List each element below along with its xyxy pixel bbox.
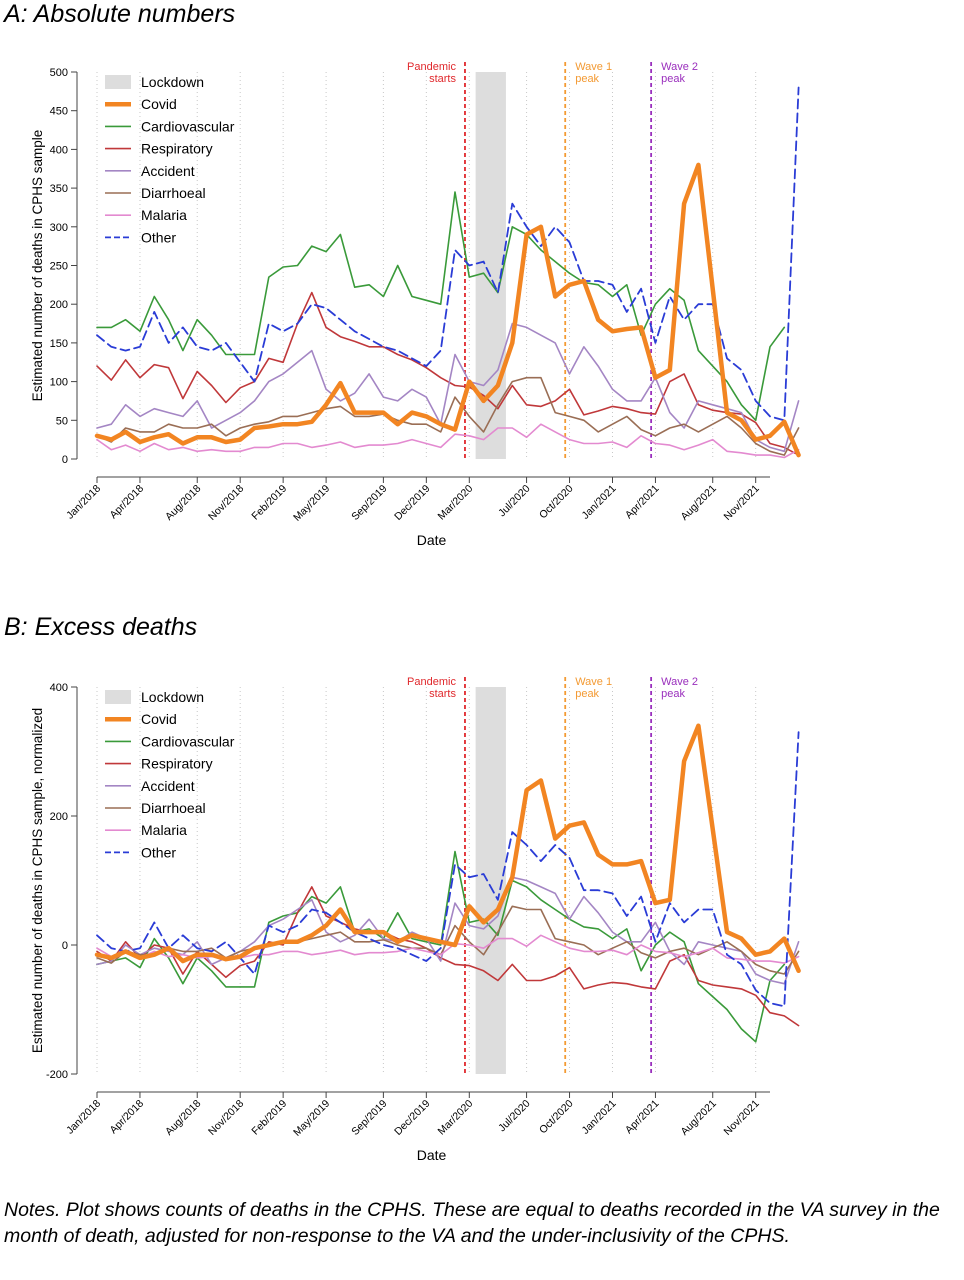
y-tick-label: 200 bbox=[50, 811, 68, 823]
x-tick-label: May/2019 bbox=[291, 1098, 332, 1139]
event-label: Pandemic bbox=[407, 61, 456, 73]
x-tick-label: Oct/2020 bbox=[537, 483, 576, 522]
x-tick-label: May/2019 bbox=[291, 483, 332, 524]
event-label: Wave 2 bbox=[661, 676, 698, 688]
series-line-cardiovascular bbox=[96, 191, 786, 422]
y-tick-label: 400 bbox=[50, 682, 68, 694]
panel-b-title: B: Excess deaths bbox=[4, 613, 198, 641]
x-axis-title: Date bbox=[417, 532, 447, 548]
x-tick-label: Feb/2019 bbox=[249, 483, 289, 523]
legend-label: Diarrhoeal bbox=[141, 185, 206, 201]
legend-label: Cardiovascular bbox=[141, 733, 235, 749]
event-label: Wave 2 bbox=[661, 61, 698, 73]
x-tick-label: Dec/2019 bbox=[392, 483, 432, 523]
lockdown-band bbox=[475, 72, 506, 459]
x-tick-label: Apr/2018 bbox=[107, 1098, 146, 1137]
event-label: starts bbox=[429, 73, 456, 85]
legend-label: Cardiovascular bbox=[141, 118, 235, 134]
event-label: Pandemic bbox=[407, 676, 456, 688]
x-tick-label: Aug/2021 bbox=[679, 1098, 719, 1138]
legend-label: Malaria bbox=[141, 822, 187, 838]
x-tick-label: Mar/2020 bbox=[436, 1098, 476, 1138]
x-tick-label: Feb/2019 bbox=[249, 1098, 289, 1138]
panel-a-title: A: Absolute numbers bbox=[4, 0, 236, 28]
y-tick-label: 500 bbox=[50, 67, 68, 79]
legend-swatch-lockdown bbox=[105, 690, 131, 704]
legend-label: Diarrhoeal bbox=[141, 800, 206, 816]
event-label: peak bbox=[575, 688, 599, 700]
x-tick-label: Nov/2021 bbox=[722, 1098, 762, 1138]
x-tick-label: Nov/2021 bbox=[722, 483, 762, 523]
x-tick-label: Oct/2020 bbox=[537, 1098, 576, 1137]
legend-label: Lockdown bbox=[141, 74, 204, 90]
x-tick-label: Nov/2018 bbox=[206, 483, 246, 523]
event-label: starts bbox=[429, 688, 456, 700]
lockdown-band bbox=[475, 687, 506, 1074]
series-line-cardiovascular bbox=[96, 850, 786, 1043]
series-line-covid bbox=[94, 723, 801, 974]
event-label: peak bbox=[661, 73, 685, 85]
x-tick-label: Jul/2020 bbox=[496, 1098, 533, 1135]
y-tick-label: 100 bbox=[50, 377, 68, 389]
series-line-diarrhoeal bbox=[96, 905, 800, 975]
series-line-diarrhoeal bbox=[96, 376, 800, 456]
x-tick-label: Jan/2021 bbox=[580, 483, 619, 522]
legend-label: Accident bbox=[141, 778, 195, 794]
series-line-other bbox=[96, 86, 800, 422]
x-tick-label: Jan/2021 bbox=[580, 1098, 619, 1137]
x-tick-label: Aug/2021 bbox=[679, 483, 719, 523]
x-tick-label: Jan/2018 bbox=[64, 1098, 103, 1137]
legend-label: Malaria bbox=[141, 207, 187, 223]
legend-label: Accident bbox=[141, 163, 195, 179]
legend-label: Lockdown bbox=[141, 689, 204, 705]
x-tick-label: Apr/2021 bbox=[623, 483, 662, 522]
x-tick-label: Mar/2020 bbox=[436, 483, 476, 523]
x-tick-label: Jul/2020 bbox=[496, 483, 533, 520]
legend-label: Other bbox=[141, 229, 176, 245]
y-tick-label: 350 bbox=[50, 183, 68, 195]
legend-label: Respiratory bbox=[141, 756, 213, 772]
x-tick-label: Aug/2018 bbox=[163, 483, 203, 523]
y-tick-label: 0 bbox=[62, 940, 68, 952]
event-label: Wave 1 bbox=[575, 61, 612, 73]
legend-label: Respiratory bbox=[141, 141, 213, 157]
y-tick-label: -200 bbox=[46, 1069, 68, 1081]
figure-notes: Notes. Plot shows counts of deaths in th… bbox=[4, 1199, 940, 1247]
x-tick-label: Apr/2018 bbox=[107, 483, 146, 522]
series-line-accident bbox=[96, 322, 800, 453]
x-tick-label: Nov/2018 bbox=[206, 1098, 246, 1138]
y-tick-label: 150 bbox=[50, 338, 68, 350]
y-tick-label: 400 bbox=[50, 144, 68, 156]
y-tick-label: 450 bbox=[50, 106, 68, 118]
y-axis-title: Estimated number of deaths in CPHS sampl… bbox=[30, 708, 45, 1053]
y-tick-label: 200 bbox=[50, 299, 68, 311]
x-tick-label: Jan/2018 bbox=[64, 483, 103, 522]
x-axis-title: Date bbox=[417, 1147, 447, 1163]
event-label: Wave 1 bbox=[575, 676, 612, 688]
y-tick-label: 250 bbox=[50, 261, 68, 273]
x-tick-label: Sep/2019 bbox=[349, 483, 389, 523]
event-label: peak bbox=[575, 73, 599, 85]
y-tick-label: 300 bbox=[50, 222, 68, 234]
legend-label: Covid bbox=[141, 711, 177, 727]
event-label: peak bbox=[661, 688, 685, 700]
series-line-accident bbox=[96, 876, 800, 985]
series-line-covid bbox=[94, 162, 801, 458]
legend-label: Covid bbox=[141, 96, 177, 112]
x-tick-label: Sep/2019 bbox=[349, 1098, 389, 1138]
y-tick-label: 0 bbox=[62, 454, 68, 466]
y-axis-title: Estimated number of deaths in CPHS sampl… bbox=[30, 130, 45, 402]
x-tick-label: Apr/2021 bbox=[623, 1098, 662, 1137]
x-tick-label: Dec/2019 bbox=[392, 1098, 432, 1138]
legend-label: Other bbox=[141, 844, 176, 860]
series-line-respiratory bbox=[96, 291, 800, 456]
legend-swatch-lockdown bbox=[105, 75, 131, 89]
x-tick-label: Aug/2018 bbox=[163, 1098, 203, 1138]
series-line-malaria bbox=[96, 423, 800, 459]
y-tick-label: 50 bbox=[56, 415, 68, 427]
series-line-other bbox=[96, 731, 800, 1008]
